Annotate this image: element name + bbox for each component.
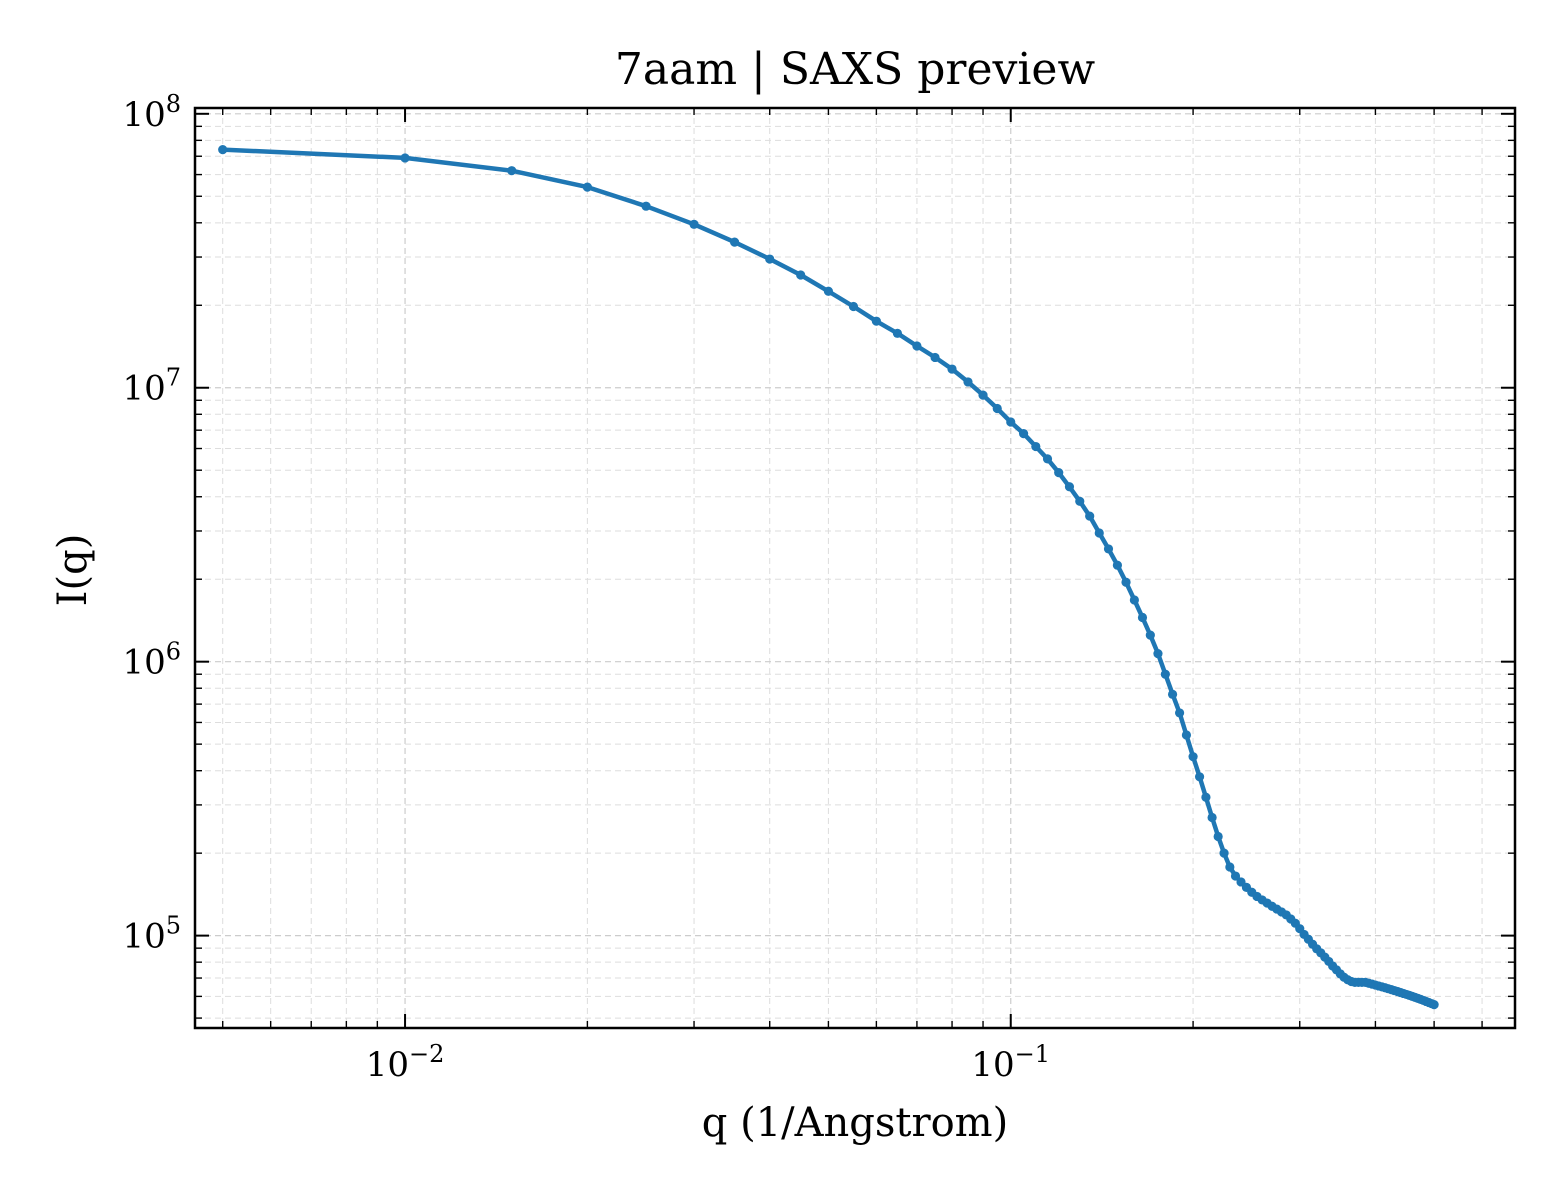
data-point <box>218 145 228 155</box>
data-point <box>1121 577 1131 587</box>
data-point <box>992 403 1002 414</box>
data-point <box>848 301 859 312</box>
data-point <box>1006 417 1016 427</box>
data-point <box>1075 496 1085 506</box>
data-point <box>1174 708 1185 718</box>
data-point <box>1145 630 1155 640</box>
data-point <box>912 341 922 351</box>
y-tick-label: 107 <box>122 364 181 409</box>
data-point <box>765 254 775 264</box>
data-point <box>796 270 806 280</box>
data-point <box>1094 528 1104 538</box>
data-point <box>1225 862 1235 872</box>
data-point <box>1230 871 1241 881</box>
data-point <box>1201 792 1211 802</box>
y-tick-label: 106 <box>122 638 181 683</box>
data-point <box>963 377 973 387</box>
data-point <box>1160 669 1170 679</box>
data-point <box>1112 560 1123 570</box>
data-point <box>1129 595 1139 605</box>
data-point <box>930 352 940 363</box>
data-point <box>892 328 903 338</box>
data-point <box>582 182 592 192</box>
data-point <box>689 219 699 229</box>
data-point <box>1137 612 1148 623</box>
data-point <box>1207 812 1217 823</box>
data-point <box>1018 429 1029 439</box>
data-point <box>1042 454 1053 464</box>
data-point <box>1213 831 1223 842</box>
x-tick-label: 10−2 <box>366 1040 445 1085</box>
data-point <box>400 153 410 163</box>
data-point <box>1188 752 1198 762</box>
data-point <box>871 316 881 326</box>
data-point <box>507 166 517 176</box>
y-tick-label: 105 <box>122 912 181 957</box>
data-point <box>641 201 651 211</box>
plot-frame <box>193 106 1517 1030</box>
data-point <box>947 364 957 374</box>
data-point <box>1153 649 1163 659</box>
data-point <box>729 237 740 247</box>
y-axis-label: I(q) <box>50 534 96 607</box>
data-point <box>1064 482 1075 492</box>
data-point <box>1103 544 1114 554</box>
data-point <box>823 286 834 296</box>
data-point <box>1219 848 1229 858</box>
data-point <box>1181 730 1192 740</box>
chart-title: 7aam | SAXS preview <box>615 44 1096 95</box>
data-point <box>1167 689 1178 699</box>
series-layer <box>218 145 1439 1010</box>
data-point <box>1194 772 1205 782</box>
data-point <box>1054 468 1064 478</box>
y-tick-label: 108 <box>122 90 181 135</box>
data-point <box>978 390 988 400</box>
ticks: 10−2 10−1 105 106 107 108 <box>122 90 1515 1085</box>
x-axis-label: q (1/Angstrom) <box>702 1100 1008 1146</box>
x-tick-label: 10−1 <box>971 1040 1050 1085</box>
data-point <box>1031 441 1041 452</box>
data-point <box>1429 999 1439 1010</box>
data-point <box>1085 511 1095 521</box>
